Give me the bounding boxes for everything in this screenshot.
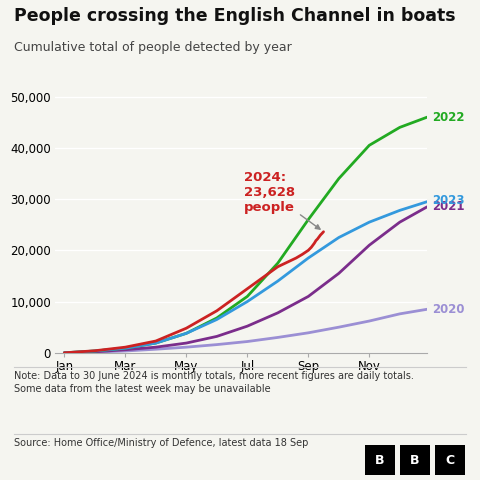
Text: Source: Home Office/Ministry of Defence, latest data 18 Sep: Source: Home Office/Ministry of Defence,… [14,438,309,448]
Text: 2022: 2022 [432,110,464,124]
Text: 2020: 2020 [432,303,464,316]
Text: People crossing the English Channel in boats: People crossing the English Channel in b… [14,7,456,25]
Text: 2024:
23,628
people: 2024: 23,628 people [244,171,320,229]
Text: Note: Data to 30 June 2024 is monthly totals, more recent figures are daily tota: Note: Data to 30 June 2024 is monthly to… [14,371,414,394]
Text: Cumulative total of people detected by year: Cumulative total of people detected by y… [14,41,292,54]
Text: C: C [445,454,455,467]
Text: B: B [375,454,384,467]
Text: 2023: 2023 [432,193,464,206]
Text: 2021: 2021 [432,200,464,213]
Text: B: B [410,454,420,467]
